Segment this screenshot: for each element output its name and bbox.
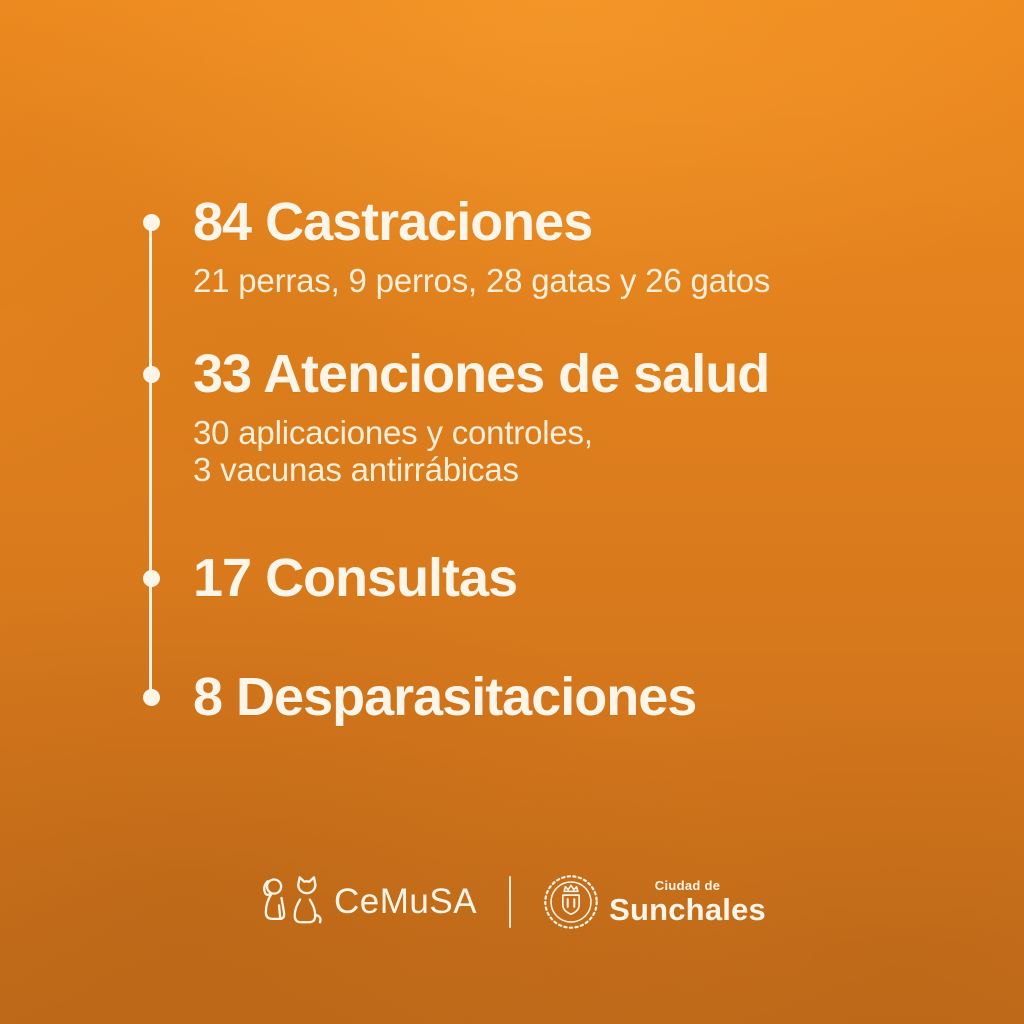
stat-subtitle-line: 3 vacunas antirrábicas: [193, 451, 519, 488]
city-small-label: Ciudad de: [654, 878, 721, 893]
city-name-label: Sunchales: [609, 892, 766, 927]
cemusa-label: CeMuSA: [334, 882, 478, 921]
dog-and-cat-icon: [258, 874, 322, 930]
stat-subtitle-line: 30 aplicaciones y controles,: [193, 414, 593, 451]
stat-item-desparasitaciones: 8 Desparasitaciones: [193, 667, 697, 727]
timeline-dot: [143, 214, 160, 231]
stat-title: 17 Consultas: [193, 548, 518, 608]
timeline-dot: [143, 570, 160, 587]
stat-item-atenciones: 33 Atenciones de salud 30 aplicaciones y…: [193, 344, 770, 488]
sunchales-brand: Ciudad de Sunchales: [543, 874, 766, 930]
stat-title: 33 Atenciones de salud: [193, 344, 770, 404]
stat-title: 84 Castraciones: [193, 192, 593, 252]
stat-item-consultas: 17 Consultas: [193, 548, 518, 608]
stat-subtitle: 21 perras, 9 perros, 28 gatas y 26 gatos: [193, 262, 771, 299]
timeline-dot: [143, 366, 160, 383]
stat-item-castraciones: 84 Castraciones 21 perras, 9 perros, 28 …: [193, 194, 770, 299]
footer-divider: [509, 876, 512, 928]
sunchales-wordmark: Ciudad de Sunchales: [609, 879, 766, 925]
footer: CeMuSA Ciudad de Sunchales: [0, 866, 1024, 938]
cemusa-brand: CeMuSA: [258, 874, 477, 930]
timeline-line: [149, 222, 152, 699]
sunchales-city-seal-icon: [543, 874, 599, 930]
stat-subtitle: 30 aplicaciones y controles, 3 vacunas a…: [193, 414, 769, 488]
stat-title: 8 Desparasitaciones: [193, 667, 697, 727]
timeline-dot: [143, 689, 160, 706]
